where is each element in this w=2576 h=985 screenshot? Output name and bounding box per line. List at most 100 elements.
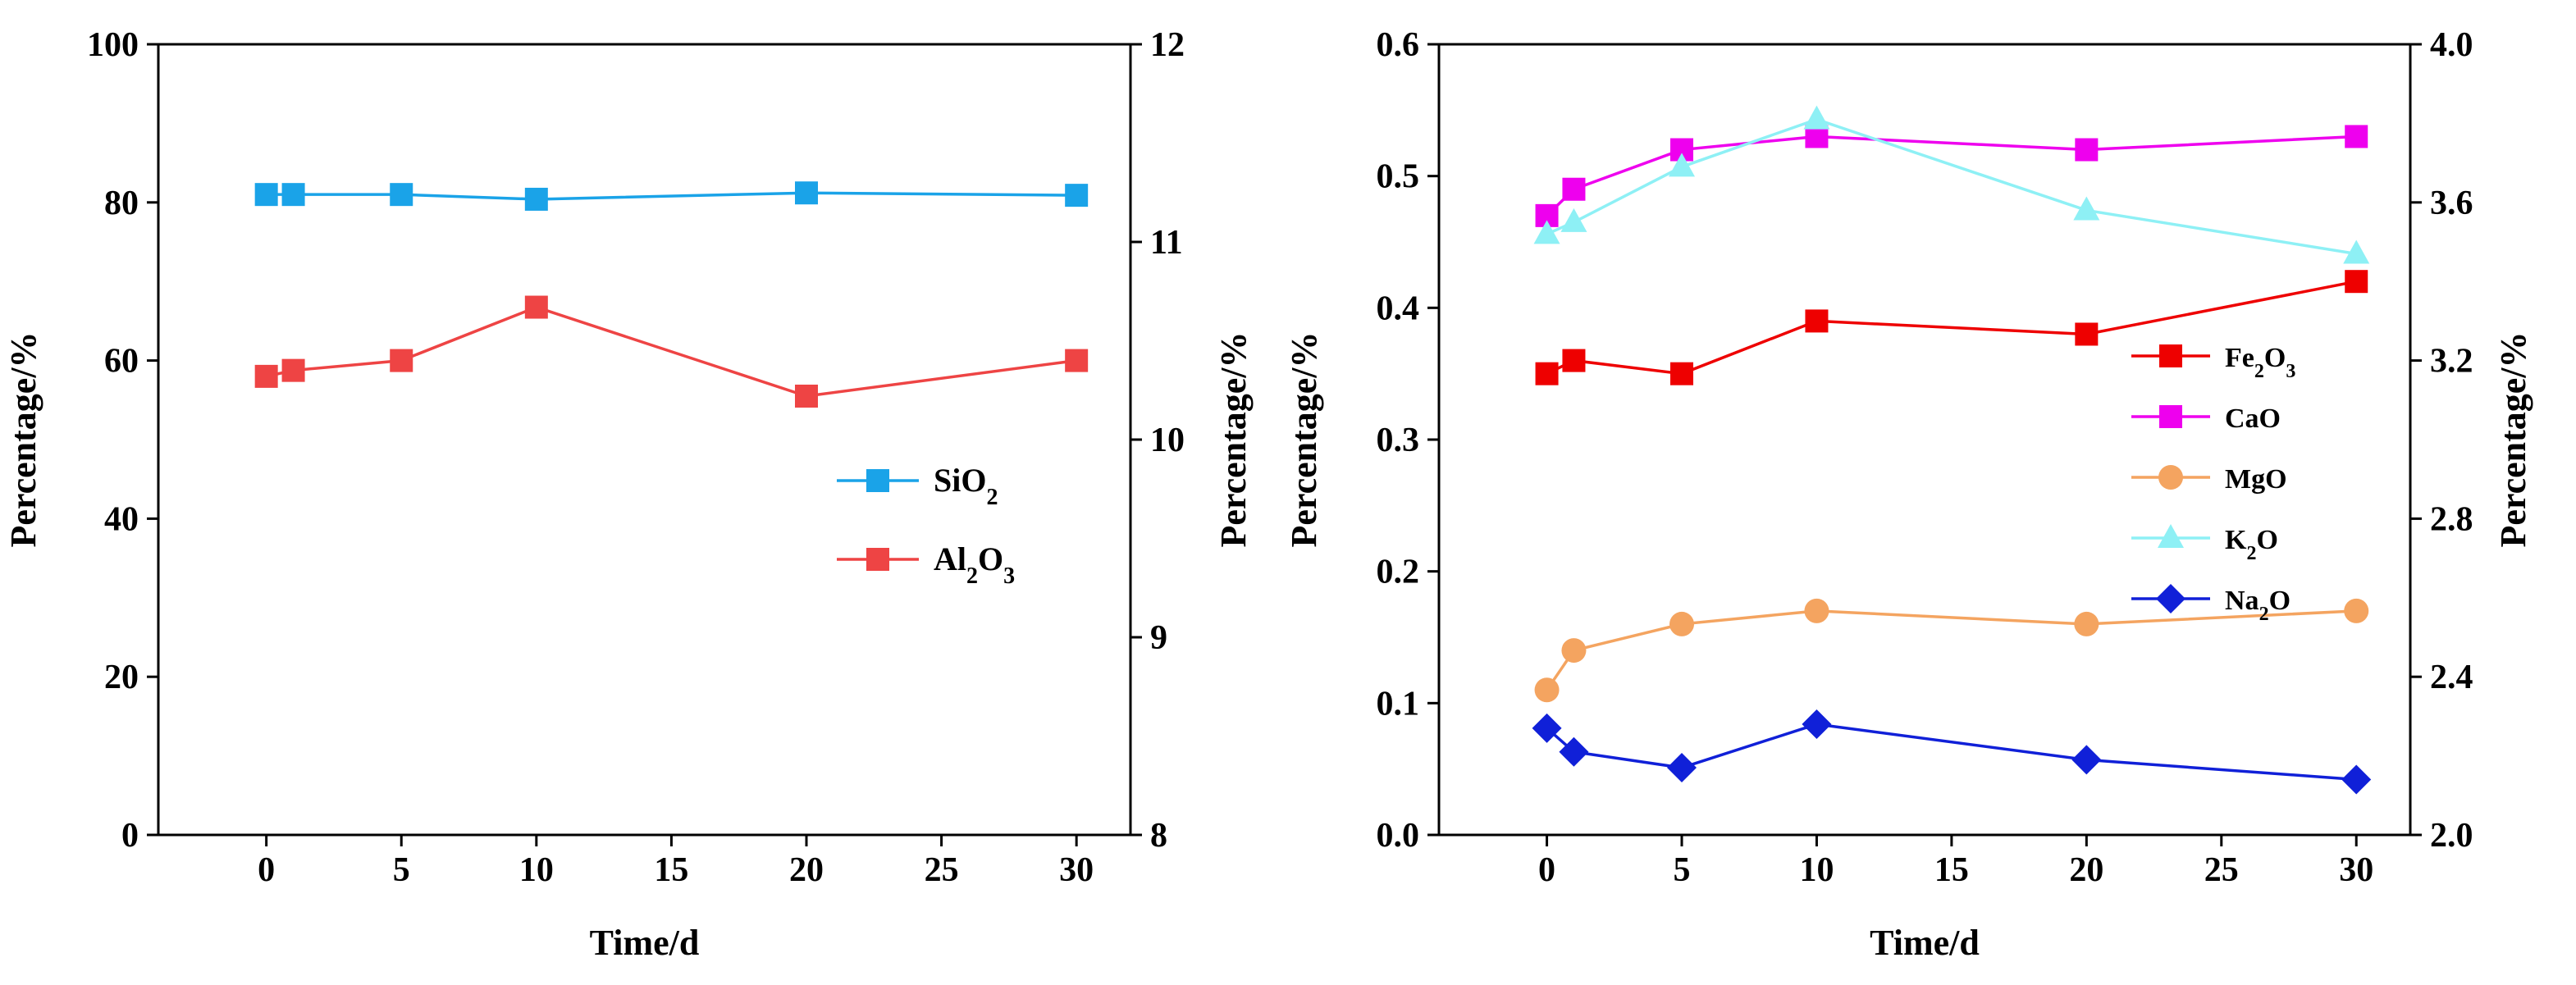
y-left-tick-label: 0.2 xyxy=(1377,554,1420,591)
sio2-point xyxy=(524,187,548,211)
legend: SiO2 Al2O3 xyxy=(837,462,1015,589)
x-tick-label: 20 xyxy=(2069,851,2103,889)
fe2o3-point xyxy=(2345,270,2368,294)
plot-frame xyxy=(1437,43,2412,837)
legend-marker xyxy=(866,469,889,492)
chart-1: 0 5 10 15 20 25 30 0 20 40 60 80 100 8 9 10 11 12 Time/d Pe… xyxy=(3,26,1254,963)
x-tick-label: 15 xyxy=(654,851,688,889)
legend-label: Na2O xyxy=(2225,586,2291,625)
y-left-tick-label: 0.1 xyxy=(1377,685,1420,723)
al2o3-point xyxy=(1065,349,1089,372)
y-right-tick-label: 2.0 xyxy=(2430,817,2473,855)
x-tick-label: 25 xyxy=(2204,851,2239,889)
y-right-tick-label: 4.0 xyxy=(2430,26,2473,64)
sio2-point xyxy=(795,181,818,205)
y-left-tick-label: 60 xyxy=(104,343,139,381)
al2o3-point xyxy=(524,295,548,319)
mgo-point xyxy=(2074,611,2099,636)
chart-2: 0 5 10 15 20 25 30 0.0 0.1 0.2 0.3 0.4 0.5 0.6 2.0 2.4 2… xyxy=(1284,26,2533,963)
fe2o3-point xyxy=(2075,322,2099,346)
x-tick-label: 20 xyxy=(789,851,824,889)
al2o3-point xyxy=(390,349,413,372)
x-axis-label: Time/d xyxy=(1870,923,1980,963)
x-tick-label: 10 xyxy=(1799,851,1834,889)
na2o-point xyxy=(1802,709,1832,740)
sio2-point xyxy=(390,183,413,207)
k2o-point xyxy=(2073,196,2100,221)
al2o3-point xyxy=(795,384,818,408)
na2o-point xyxy=(1667,753,1697,783)
legend-label: SiO2 xyxy=(934,462,998,510)
y-right-tick-label: 8 xyxy=(1150,817,1167,855)
x-tick-label: 0 xyxy=(1538,851,1555,889)
x-tick-label: 0 xyxy=(258,851,275,889)
fe2o3-point xyxy=(1670,362,1693,385)
mgo-line xyxy=(1546,609,2357,691)
y-right-axis-label: Percentage/% xyxy=(2493,331,2533,547)
series-sio2 xyxy=(254,181,1089,211)
na2o-point xyxy=(1559,736,1589,767)
legend-label: Fe2O3 xyxy=(2225,343,2295,382)
y-left-axis-label: Percentage/% xyxy=(3,331,43,547)
legend-marker xyxy=(2159,344,2182,367)
cao-point xyxy=(2075,138,2099,162)
x-axis-label: Time/d xyxy=(590,923,700,963)
k2o-point xyxy=(1533,220,1560,244)
legend-marker xyxy=(2159,405,2182,428)
y-left-tick-label: 40 xyxy=(104,500,139,538)
k2o-point xyxy=(1560,207,1587,232)
cao-point xyxy=(1562,177,1586,201)
sio2-point xyxy=(254,183,278,207)
y-left-tick-label: 20 xyxy=(104,659,139,696)
mgo-point xyxy=(1561,638,1587,664)
y-right-tick-label: 11 xyxy=(1150,224,1183,262)
x-tick-label: 15 xyxy=(1934,851,1969,889)
y-left-tick-label: 0.0 xyxy=(1377,817,1420,855)
series-al2o3 xyxy=(254,295,1089,408)
al2o3-point xyxy=(254,364,278,388)
y-right-tick-label: 3.2 xyxy=(2430,343,2473,381)
mgo-point xyxy=(1669,611,1694,636)
y-left-tick-label: 80 xyxy=(104,185,139,222)
x-tick-label: 30 xyxy=(2339,851,2373,889)
y-left-tick-label: 100 xyxy=(87,26,139,64)
x-tick-label: 30 xyxy=(1059,851,1094,889)
k2o-point xyxy=(1669,153,1695,177)
al2o3-line xyxy=(266,305,1077,398)
plot-frame xyxy=(157,43,1132,837)
y-right-tick-label: 9 xyxy=(1150,619,1167,657)
y-right-tick-label: 10 xyxy=(1150,422,1185,459)
y-left-tick-label: 0.3 xyxy=(1377,422,1420,459)
legend-label: Al2O3 xyxy=(934,540,1015,589)
mgo-point xyxy=(1534,677,1560,703)
series-k2o xyxy=(1533,105,2370,264)
cao-point xyxy=(2345,125,2368,148)
y-left-axis-label: Percentage/% xyxy=(1284,331,1324,547)
y-right-tick-label: 2.8 xyxy=(2430,500,2473,538)
na2o-point xyxy=(2341,764,2372,795)
x-tick-label: 25 xyxy=(925,851,959,889)
mgo-point xyxy=(2344,598,2369,623)
na2o-point xyxy=(2071,745,2102,775)
legend: Fe2O3 CaO MgO K2O Na2O xyxy=(2131,343,2295,625)
y-left-tick-label: 0 xyxy=(121,817,139,855)
legend-marker xyxy=(866,548,889,571)
y-right-axis-label: Percentage/% xyxy=(1213,331,1254,547)
y-left-tick-label: 0.4 xyxy=(1377,290,1420,327)
legend-label: K2O xyxy=(2225,525,2278,564)
k2o-line xyxy=(1546,117,2357,256)
fe2o3-point xyxy=(1805,309,1829,333)
fe2o3-point xyxy=(1535,362,1559,385)
legend-label: MgO xyxy=(2225,464,2287,495)
mgo-point xyxy=(1804,598,1829,623)
sio2-line xyxy=(266,191,1077,201)
sio2-point xyxy=(1065,184,1089,207)
k2o-point xyxy=(1803,105,1830,130)
series-na2o xyxy=(1532,709,2372,795)
sio2-point xyxy=(281,183,305,207)
fe2o3-point xyxy=(1562,349,1586,372)
x-tick-label: 5 xyxy=(1674,851,1691,889)
legend-label: CaO xyxy=(2225,404,2281,434)
x-tick-label: 10 xyxy=(519,851,554,889)
y-left-tick-label: 0.6 xyxy=(1377,26,1420,64)
